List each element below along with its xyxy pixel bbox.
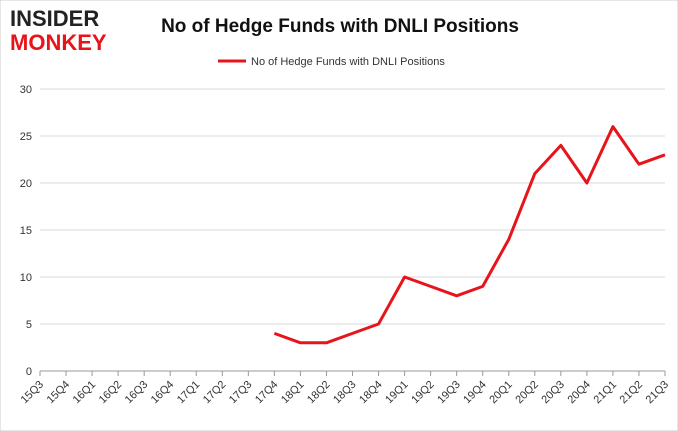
y-tick-label: 25 [20,131,32,143]
legend-label: No of Hedge Funds with DNLI Positions [251,56,445,68]
y-tick-label: 30 [20,84,32,96]
chart-title: No of Hedge Funds with DNLI Positions [161,16,519,37]
y-tick-label: 0 [26,366,32,378]
data-line [273,125,666,345]
y-tick-label: 20 [20,178,32,190]
y-tick-label: 15 [20,225,32,237]
logo-bottom: MONKEY [10,30,107,55]
logo-top: INSIDER [10,6,99,31]
y-tick-label: 10 [20,272,32,284]
y-tick-label: 5 [26,319,32,331]
